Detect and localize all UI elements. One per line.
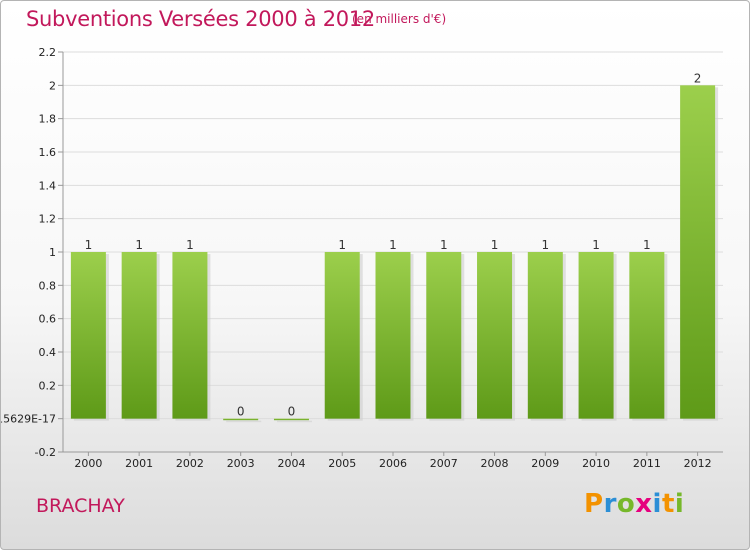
data-label: 1 (85, 238, 93, 252)
proxiti-logo[interactable]: Proxiti (584, 489, 684, 519)
y-tick-label: 2 (49, 79, 56, 92)
y-tick-label: 1 (49, 246, 56, 259)
data-label: 1 (186, 238, 194, 252)
data-label: 2 (694, 71, 702, 85)
bar-shadow (226, 420, 262, 423)
logo-letter: r (603, 489, 617, 519)
bar-shadow (276, 420, 312, 423)
y-tick-label: 0.4 (39, 346, 57, 359)
bar[interactable] (223, 418, 259, 421)
y-tick-label: 1.8 (39, 113, 57, 126)
x-tick-label: 2005 (328, 457, 356, 470)
y-tick-label: -1.15629E-17 (1, 413, 56, 426)
y-tick-label: 2.2 (39, 46, 57, 59)
x-tick-label: 2001 (125, 457, 153, 470)
logo-letter: i (652, 489, 662, 519)
y-tick-label: 1.6 (39, 146, 57, 159)
data-label: 1 (541, 238, 549, 252)
bar[interactable] (527, 252, 563, 419)
data-label: 1 (338, 238, 346, 252)
data-label: 0 (237, 405, 245, 419)
x-tick-label: 2007 (430, 457, 458, 470)
y-tick-label: -0.2 (35, 446, 56, 459)
bar[interactable] (324, 252, 360, 419)
bar[interactable] (426, 252, 462, 419)
y-tick-label: 0.8 (39, 279, 57, 292)
logo-letter: t (661, 489, 675, 519)
x-tick-label: 2004 (277, 457, 305, 470)
bar[interactable] (680, 85, 716, 419)
data-label: 1 (643, 238, 651, 252)
y-tick-label: 1.2 (39, 213, 57, 226)
y-tick-label: 0.2 (39, 379, 57, 392)
data-label: 1 (491, 238, 499, 252)
logo-letter: i (674, 489, 685, 519)
data-label: 1 (592, 238, 600, 252)
x-tick-label: 2006 (379, 457, 407, 470)
x-tick-label: 2012 (684, 457, 712, 470)
bar[interactable] (477, 252, 513, 419)
bar[interactable] (629, 252, 665, 419)
logo-letter: P (584, 489, 604, 519)
x-tick-label: 2003 (227, 457, 255, 470)
bar[interactable] (121, 252, 157, 419)
x-tick-label: 2002 (176, 457, 204, 470)
data-label: 1 (135, 238, 143, 252)
data-label: 0 (288, 405, 296, 419)
bar[interactable] (578, 252, 614, 419)
logo-letter: x (635, 489, 653, 519)
chart-subtitle: (en milliers d'€) (352, 12, 447, 26)
x-tick-label: 2009 (531, 457, 559, 470)
chart-title: Subventions Versées 2000 à 2012 (26, 7, 375, 31)
bar[interactable] (70, 252, 106, 419)
x-tick-label: 2000 (74, 457, 102, 470)
bar[interactable] (172, 252, 208, 419)
bar[interactable] (375, 252, 411, 419)
data-label: 1 (440, 238, 448, 252)
y-tick-label: 0.6 (39, 313, 57, 326)
x-tick-label: 2011 (633, 457, 661, 470)
x-tick-label: 2010 (582, 457, 610, 470)
place-name: BRACHAY (36, 495, 125, 517)
logo-letter: o (616, 489, 636, 519)
y-tick-label: 1.4 (39, 179, 57, 192)
x-tick-label: 2008 (481, 457, 509, 470)
bar[interactable] (273, 418, 309, 421)
data-label: 1 (389, 238, 397, 252)
